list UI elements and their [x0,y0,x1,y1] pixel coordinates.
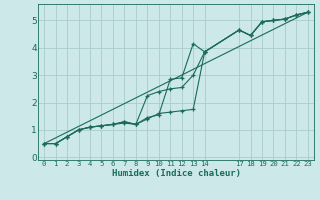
X-axis label: Humidex (Indice chaleur): Humidex (Indice chaleur) [111,169,241,178]
